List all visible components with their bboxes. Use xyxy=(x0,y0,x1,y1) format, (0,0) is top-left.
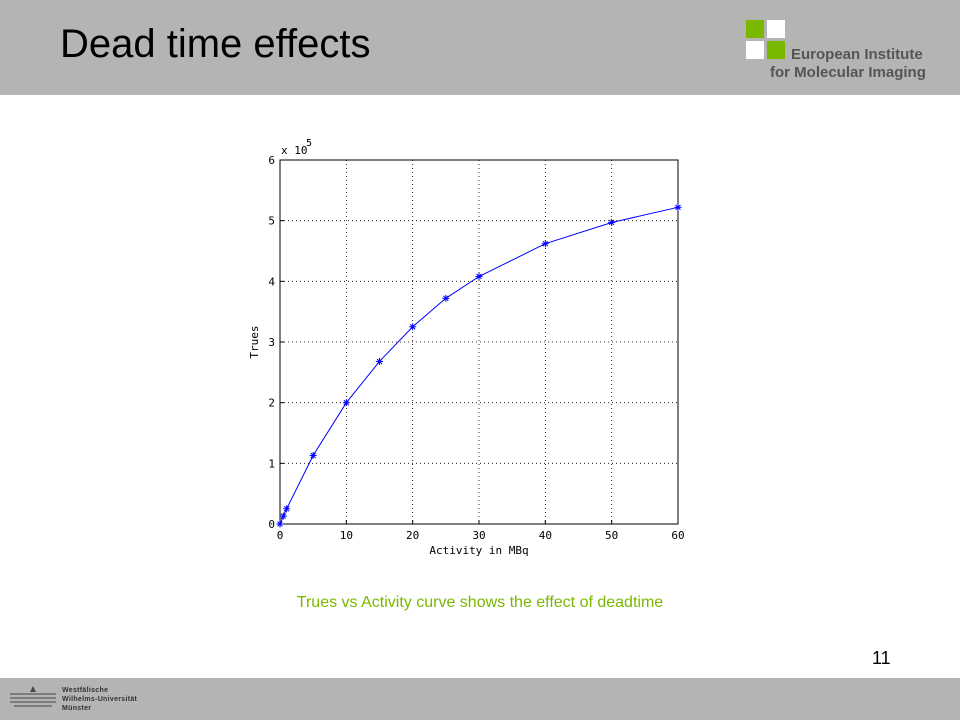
data-point-marker xyxy=(342,399,350,407)
x-axis-label: Activity in MBq xyxy=(429,544,528,557)
data-point-marker xyxy=(541,240,549,248)
eimi-logo xyxy=(746,20,946,84)
chart-container: 0 10 20 30 40 50 60 0 1 2 3 4 5 6 x 10 5 Activity in … xyxy=(240,130,700,570)
logo-line-1: European Institute xyxy=(791,46,923,63)
data-point-marker xyxy=(276,520,284,528)
data-point-marker xyxy=(409,323,417,331)
university-line-3: Münster xyxy=(62,705,92,712)
plot-frame xyxy=(279,159,679,525)
logo-square-white xyxy=(746,41,764,59)
x-tick-label: 10 xyxy=(340,529,353,542)
header-bar xyxy=(0,0,960,95)
x-tick-label: 20 xyxy=(406,529,419,542)
slide-caption: Trues vs Activity curve shows the effect… xyxy=(296,594,664,611)
footer-bar xyxy=(0,678,960,720)
y-exponent-label: 5 xyxy=(306,138,312,149)
y-tick-label: 3 xyxy=(268,336,275,349)
x-tick-label: 0 xyxy=(277,529,284,542)
y-tick-label: 0 xyxy=(268,518,275,531)
x-tick-label: 40 xyxy=(539,529,552,542)
data-point-marker xyxy=(475,272,483,280)
y-tick-label: 1 xyxy=(268,457,275,470)
page-number: 11 xyxy=(872,648,891,668)
y-tick-label: 2 xyxy=(268,397,275,410)
x-tick-label: 30 xyxy=(472,529,485,542)
university-line-1: Westfälische xyxy=(62,687,109,694)
y-multiplier-label: x 10 xyxy=(281,144,308,157)
logo-line-2: for Molecular Imaging xyxy=(770,64,926,81)
data-point-marker xyxy=(608,218,616,226)
data-point-marker xyxy=(283,505,291,513)
data-point-marker xyxy=(376,357,383,365)
logo-square-green xyxy=(767,41,785,59)
x-tick-label: 60 xyxy=(671,529,684,542)
trues-vs-activity-chart: 0 10 20 30 40 50 60 0 1 2 3 4 5 6 x 10 5 Activity in … xyxy=(248,138,685,557)
data-point-marker xyxy=(674,203,682,211)
x-tick-label: 50 xyxy=(605,529,618,542)
y-tick-label: 6 xyxy=(268,154,275,167)
y-tick-label: 4 xyxy=(268,275,275,288)
y-tick-label: 5 xyxy=(268,215,275,228)
y-axis-label: Trues xyxy=(248,325,261,358)
university-logo-icon xyxy=(10,686,56,707)
university-line-2: Wilhelms-Universität xyxy=(62,696,138,703)
logo-text: European Institute for Molecular Imaging xyxy=(770,46,926,82)
slide-title: Dead time effects xyxy=(60,22,371,66)
university-name: Westfälische Wilhelms-Universität Münste… xyxy=(62,686,137,713)
logo-square-white xyxy=(767,20,785,38)
data-point-marker xyxy=(442,294,450,302)
data-point-marker xyxy=(309,451,317,459)
data-point-marker xyxy=(279,512,287,520)
logo-square-green xyxy=(746,20,764,38)
